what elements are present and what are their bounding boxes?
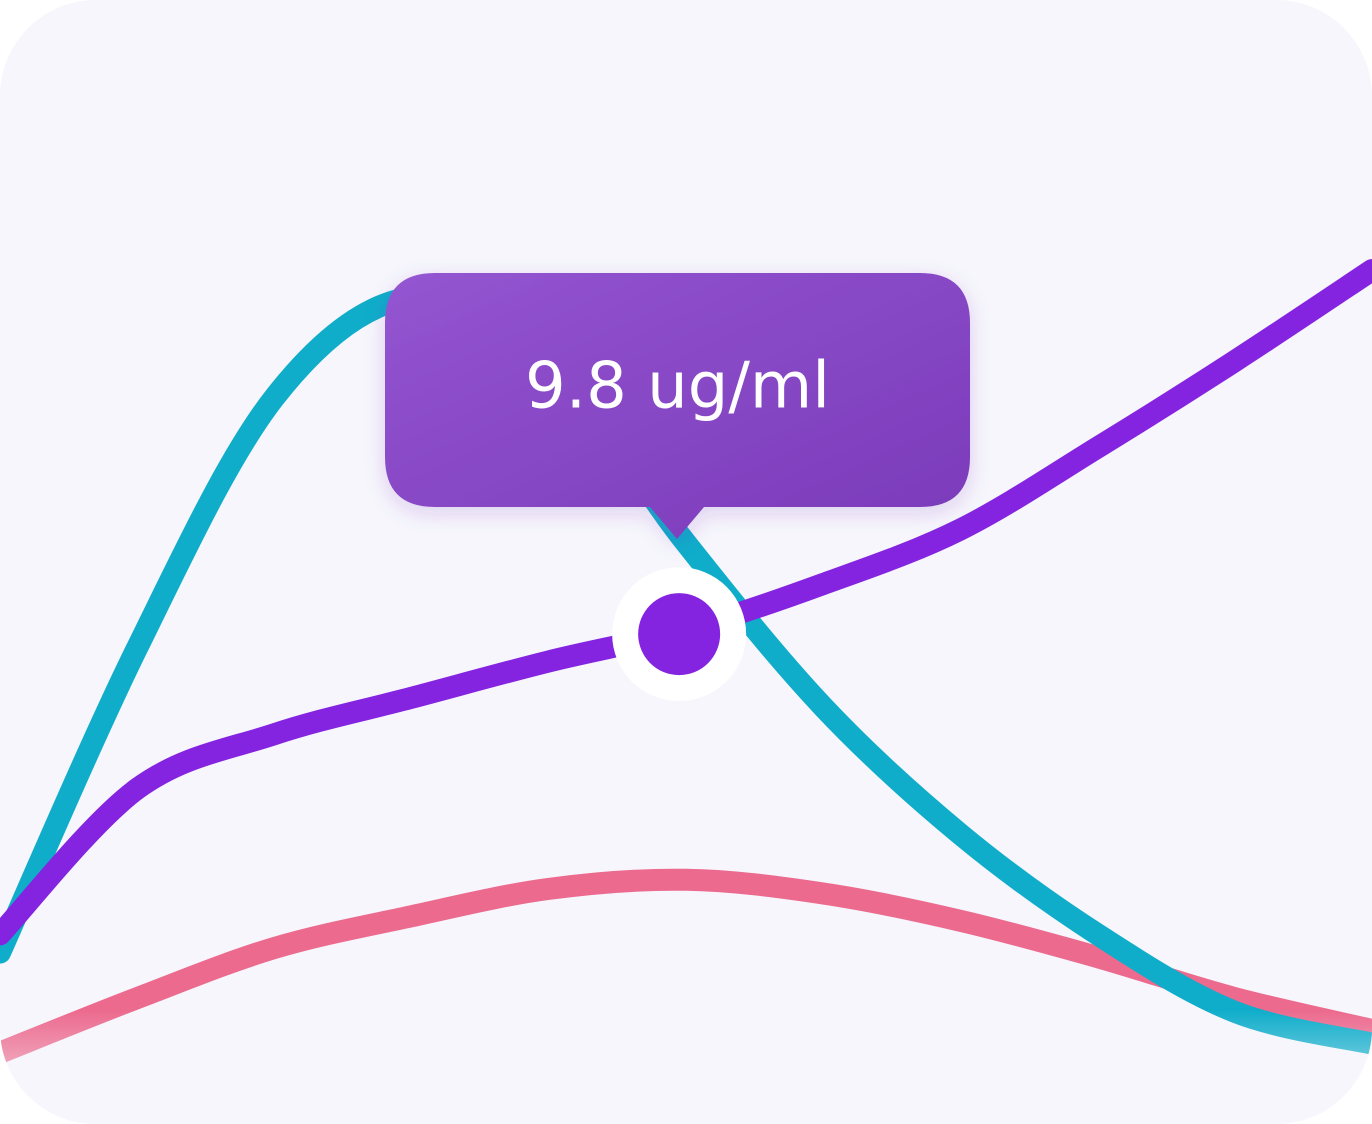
bottom-fade — [0, 1010, 1372, 1124]
tooltip-bubble — [385, 273, 970, 539]
marker-layer — [612, 567, 747, 702]
highlight-marker-point[interactable] — [638, 593, 721, 676]
tooltip: 9.8 ug/ml — [385, 273, 970, 539]
tooltip-value-label: 9.8 ug/ml — [525, 350, 830, 424]
